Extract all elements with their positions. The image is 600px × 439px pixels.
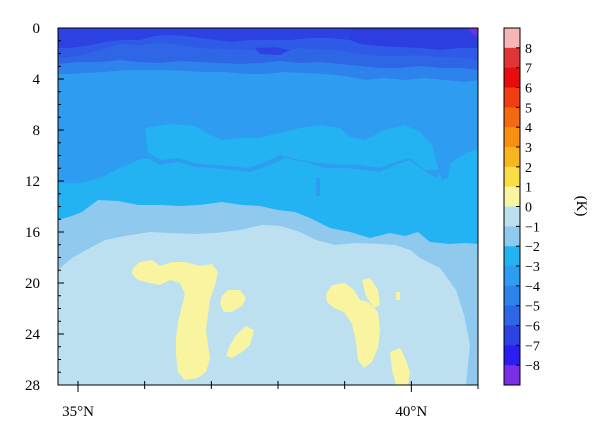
colorbar-swatch <box>504 87 520 108</box>
colorbar-swatch <box>504 67 520 88</box>
field-patch-positive-d <box>326 283 380 368</box>
field-patch-positive-c <box>226 326 254 358</box>
colorbar-label: −8 <box>525 359 540 374</box>
colorbar-swatch <box>504 325 520 346</box>
colorbar: 8 7 6 5 4 3 2 1 0 −1 −2 −3 −4 −5 −6 −7 −8 <box>503 27 540 386</box>
x-tick-label: 40°N <box>395 404 427 420</box>
colorbar-label: 0 <box>525 201 532 216</box>
colorbar-swatch <box>504 285 520 307</box>
colorbar-label: 1 <box>525 181 532 196</box>
field-patch-positive-g <box>396 292 400 300</box>
field-patch-positive-a <box>132 260 218 380</box>
colorbar-swatch <box>504 365 520 386</box>
colorbar-swatch <box>504 266 520 287</box>
colorbar-swatch <box>504 186 520 207</box>
y-tick-label: 20 <box>25 276 40 292</box>
colorbar-label: 3 <box>525 141 532 156</box>
colorbar-swatch <box>504 305 520 326</box>
colorbar-label: −4 <box>525 280 540 295</box>
colorbar-unit-label: (K) <box>573 196 589 217</box>
y-axis: 0 4 8 12 16 20 24 28 <box>25 21 64 394</box>
field-patch-minus8-corner <box>468 28 478 36</box>
colorbar-swatch <box>504 226 520 247</box>
colorbar-label: −7 <box>525 339 540 354</box>
colorbar-swatch <box>504 246 520 267</box>
field-patch-positive-f <box>390 348 410 385</box>
y-tick-label: 4 <box>33 72 41 88</box>
colorbar-label: −6 <box>525 320 540 335</box>
y-tick-label: 16 <box>25 225 41 241</box>
colorbar-label: 2 <box>525 161 532 176</box>
colorbar-label: 5 <box>525 101 532 116</box>
colorbar-swatch <box>504 147 520 168</box>
colorbar-label: −1 <box>525 220 540 235</box>
colorbar-swatch <box>504 206 520 227</box>
y-tick-label: 24 <box>25 327 41 343</box>
field-patch-positive-e <box>362 278 380 308</box>
y-tick-label: 8 <box>33 123 41 139</box>
y-tick-label: 28 <box>25 378 40 394</box>
colorbar-label: −2 <box>525 240 540 255</box>
colorbar-swatch <box>504 107 520 128</box>
y-tick-label: 0 <box>33 21 41 37</box>
x-axis: 35°N 40°N <box>62 381 479 420</box>
colorbar-label: −5 <box>525 300 540 315</box>
colorbar-label: 6 <box>525 82 532 97</box>
plot-area <box>58 28 478 385</box>
field-inner-minus2-a <box>145 124 445 170</box>
field-patch-minus7-c <box>255 47 290 55</box>
colorbar-label: 4 <box>525 121 532 136</box>
x-tick-label: 35°N <box>62 404 94 420</box>
colorbar-swatch <box>504 345 520 366</box>
y-tick-label: 12 <box>25 174 40 190</box>
colorbar-label: 8 <box>525 42 532 57</box>
field-patch-minus7-b <box>350 28 478 50</box>
field-patch-positive-b <box>220 290 246 312</box>
colorbar-swatch <box>504 127 520 148</box>
field-inner-minus3-d <box>248 88 275 105</box>
field-inner-minus3-c <box>316 178 320 196</box>
colorbar-swatch <box>504 28 520 49</box>
colorbar-swatch <box>504 47 520 69</box>
colorbar-swatch <box>504 166 520 188</box>
colorbar-label: −3 <box>525 260 540 275</box>
colorbar-label: 7 <box>525 62 532 77</box>
field-inner-minus3-b <box>432 138 450 180</box>
